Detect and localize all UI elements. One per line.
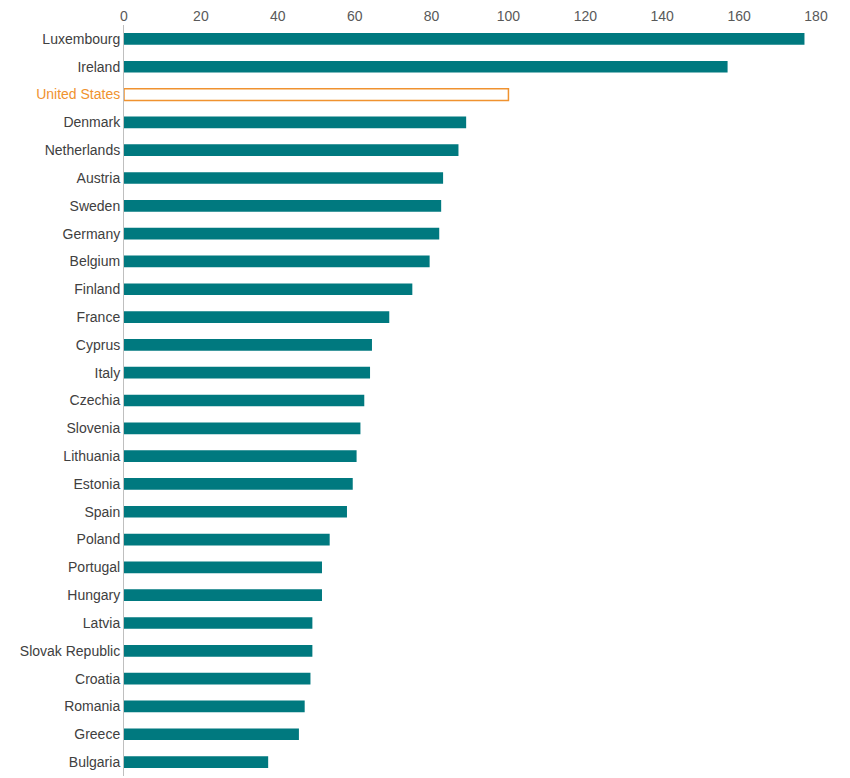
svg-text:80: 80 xyxy=(424,8,440,24)
svg-text:Austria: Austria xyxy=(77,170,121,186)
svg-text:Slovak Republic: Slovak Republic xyxy=(20,643,120,659)
svg-text:40: 40 xyxy=(270,8,286,24)
svg-text:60: 60 xyxy=(347,8,363,24)
svg-text:Greece: Greece xyxy=(74,726,120,742)
svg-text:Latvia: Latvia xyxy=(83,615,121,631)
svg-text:Poland: Poland xyxy=(77,531,121,547)
svg-text:Croatia: Croatia xyxy=(75,671,120,687)
svg-text:Lithuania: Lithuania xyxy=(63,448,120,464)
svg-text:120: 120 xyxy=(574,8,598,24)
svg-text:Luxembourg: Luxembourg xyxy=(42,31,120,47)
svg-text:Cyprus: Cyprus xyxy=(76,337,120,353)
svg-text:Finland: Finland xyxy=(74,281,120,297)
svg-text:140: 140 xyxy=(651,8,675,24)
svg-text:Czechia: Czechia xyxy=(70,392,121,408)
svg-text:Hungary: Hungary xyxy=(67,587,120,603)
svg-text:0: 0 xyxy=(120,8,128,24)
svg-text:United States: United States xyxy=(36,86,120,102)
svg-text:Germany: Germany xyxy=(63,226,121,242)
svg-text:Italy: Italy xyxy=(95,365,121,381)
svg-text:100: 100 xyxy=(497,8,521,24)
svg-text:Ireland: Ireland xyxy=(77,59,120,75)
svg-text:Estonia: Estonia xyxy=(73,476,120,492)
svg-text:Netherlands: Netherlands xyxy=(45,142,121,158)
svg-text:Spain: Spain xyxy=(84,504,120,520)
svg-text:Bulgaria: Bulgaria xyxy=(69,754,121,770)
svg-text:Denmark: Denmark xyxy=(63,114,121,130)
svg-text:Slovenia: Slovenia xyxy=(66,420,120,436)
svg-text:Belgium: Belgium xyxy=(70,253,121,269)
svg-text:20: 20 xyxy=(193,8,209,24)
svg-text:180: 180 xyxy=(804,8,828,24)
svg-text:Portugal: Portugal xyxy=(68,559,120,575)
svg-text:Sweden: Sweden xyxy=(70,198,121,214)
svg-text:160: 160 xyxy=(727,8,751,24)
svg-text:France: France xyxy=(77,309,121,325)
svg-text:Romania: Romania xyxy=(64,698,120,714)
